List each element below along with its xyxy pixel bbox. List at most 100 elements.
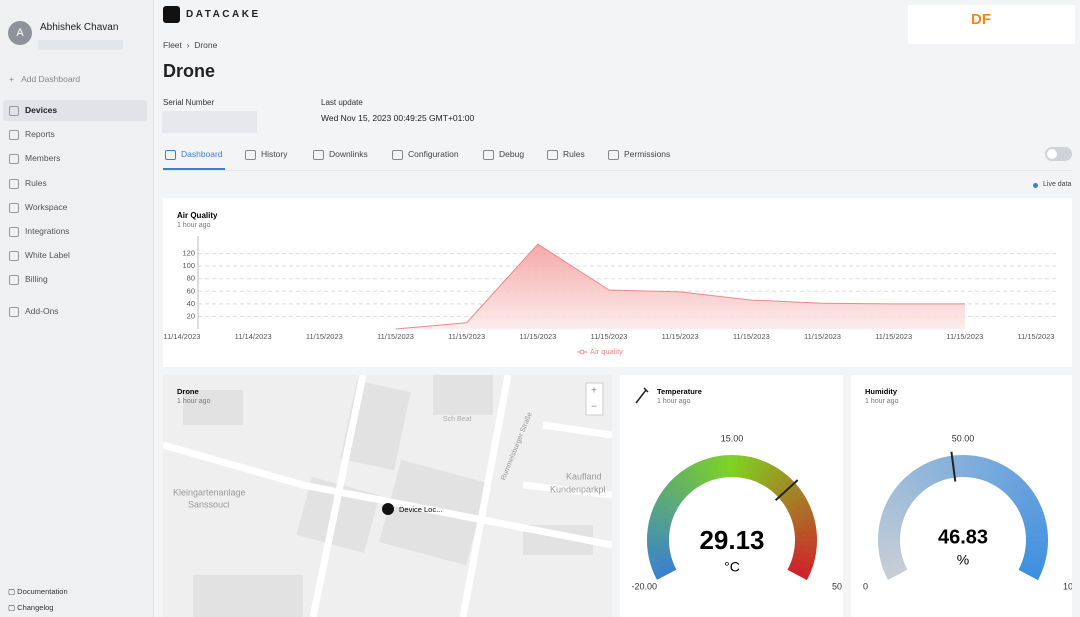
gauge-arc <box>749 458 761 481</box>
nav-item[interactable]: Reports <box>25 129 55 139</box>
chart-card: Air Quality 1 hour ago 20 40 60 80 100 120 11/… <box>163 198 1072 367</box>
x-tick-label: 11/15/2023 <box>591 332 628 341</box>
gauge-arc <box>789 561 812 575</box>
live-dot <box>1033 183 1038 188</box>
legend-label: Air quality <box>590 347 623 356</box>
avatar[interactable]: A <box>8 21 32 45</box>
tab-icon <box>165 150 176 160</box>
page-title: Drone <box>163 61 216 81</box>
gauge-arc <box>1022 557 1045 570</box>
zoom-control <box>585 382 604 416</box>
nav-icon <box>9 251 19 261</box>
gauge-arc <box>708 456 720 480</box>
y-tick-label: 60 <box>187 286 195 295</box>
gauge-unit: °C <box>724 559 740 575</box>
tab-underline <box>163 168 225 170</box>
breadcrumb: Fleet › Drone <box>163 40 218 50</box>
x-tick-label: 11/15/2023 <box>306 332 343 341</box>
gauge-arc <box>792 553 816 564</box>
gauge-arc <box>904 474 924 495</box>
user-name[interactable]: Abhishek Chavan <box>40 22 119 33</box>
gauge-arc <box>913 467 931 489</box>
gauge-arc <box>682 467 700 489</box>
gauge-arc <box>775 478 795 498</box>
nav-icon <box>9 203 19 213</box>
nav-item[interactable]: Add-Ons <box>25 306 59 316</box>
gauge-arc <box>896 482 917 501</box>
gauge-arc <box>1025 540 1048 547</box>
tab[interactable]: History <box>261 149 288 159</box>
gauge-arc <box>792 517 816 528</box>
live-data: Live data <box>1043 181 1072 188</box>
tab[interactable]: Permissions <box>624 149 671 159</box>
map-marker[interactable] <box>382 503 394 515</box>
gauge-arc <box>793 549 817 559</box>
gauge-arc <box>669 477 689 498</box>
gauge-arc <box>647 540 670 547</box>
gauge-arc <box>647 528 670 537</box>
gauge-arc <box>786 496 808 512</box>
tab[interactable]: Configuration <box>408 149 459 159</box>
gauge-arc <box>794 540 817 547</box>
gauge-arc <box>789 506 813 520</box>
nav-item[interactable]: White Label <box>25 250 70 260</box>
nav-item[interactable]: Workspace <box>25 202 68 212</box>
tab-icon <box>547 150 558 160</box>
gauge-arc <box>879 517 903 528</box>
gauge-scale-label: 100.00 <box>1063 581 1072 591</box>
gauge-arc <box>984 459 998 483</box>
crumb[interactable]: Fleet <box>163 40 182 50</box>
gauge-arc <box>791 512 815 524</box>
gauge-arc <box>1023 517 1047 528</box>
tab[interactable]: Debug <box>499 149 525 159</box>
x-tick-label: 11/15/2023 <box>448 332 485 341</box>
gauge-arc <box>992 464 1008 487</box>
nav-icon <box>9 179 19 189</box>
gauge-arc <box>890 491 912 508</box>
gauge-arc <box>887 495 910 512</box>
map: Sch Beat Kleingartenanlage Sanssouci Kau… <box>163 375 612 617</box>
crumb: Drone <box>194 40 218 50</box>
chart-title: Air Quality <box>177 211 218 220</box>
area <box>395 244 965 329</box>
nav-item[interactable]: Rules <box>25 178 47 188</box>
nav-item[interactable]: Members <box>25 153 61 163</box>
doc-link[interactable]: ▢ Documentation <box>8 587 68 596</box>
toggle[interactable] <box>1045 147 1072 161</box>
nav-item[interactable]: Devices <box>25 105 58 115</box>
gauge-arc <box>647 544 670 553</box>
gauge-scale-label: 50.00 <box>832 581 843 591</box>
gauge-card: Humidity 1 hour ago 46.83% 0 50.00 100.00 <box>851 375 1072 617</box>
tab[interactable]: Dashboard <box>181 149 223 159</box>
x-tick-label: 11/15/2023 <box>875 332 912 341</box>
gauge-arc <box>883 561 906 575</box>
map-subtitle: 1 hour ago <box>177 398 211 405</box>
add-dashboard[interactable]: + Add Dashboard <box>9 74 81 84</box>
chart-subtitle: 1 hour ago <box>177 222 211 229</box>
add-dashboard-label: Add Dashboard <box>21 74 81 84</box>
zoom-in[interactable]: + <box>591 386 597 397</box>
gauge-arc <box>648 517 672 528</box>
gauge-title: Temperature <box>657 387 702 396</box>
gauge-arc <box>878 548 902 559</box>
zoom-out[interactable]: − <box>591 402 597 413</box>
tab[interactable]: Rules <box>563 149 585 159</box>
gauge-arc <box>878 540 901 547</box>
gauge-arc <box>1017 496 1039 512</box>
gauge-arc <box>647 523 671 532</box>
y-tick-label: 20 <box>187 311 195 320</box>
gauge-scale-label: 0 <box>863 581 868 591</box>
gauge-arc <box>1012 486 1033 505</box>
nav-item[interactable]: Integrations <box>25 226 70 236</box>
gauge-arc <box>885 565 908 580</box>
gauge-arc <box>720 455 728 478</box>
gauge-arc <box>1025 544 1048 553</box>
gauge-arc <box>788 501 811 516</box>
nav-item[interactable]: Billing <box>25 274 48 284</box>
tab[interactable]: Downlinks <box>329 149 368 159</box>
changelog-link[interactable]: ▢ Changelog <box>8 603 54 612</box>
brand-logo <box>163 6 180 23</box>
gauge: Humidity 1 hour ago 46.83% 0 50.00 100.00 <box>863 387 1072 591</box>
